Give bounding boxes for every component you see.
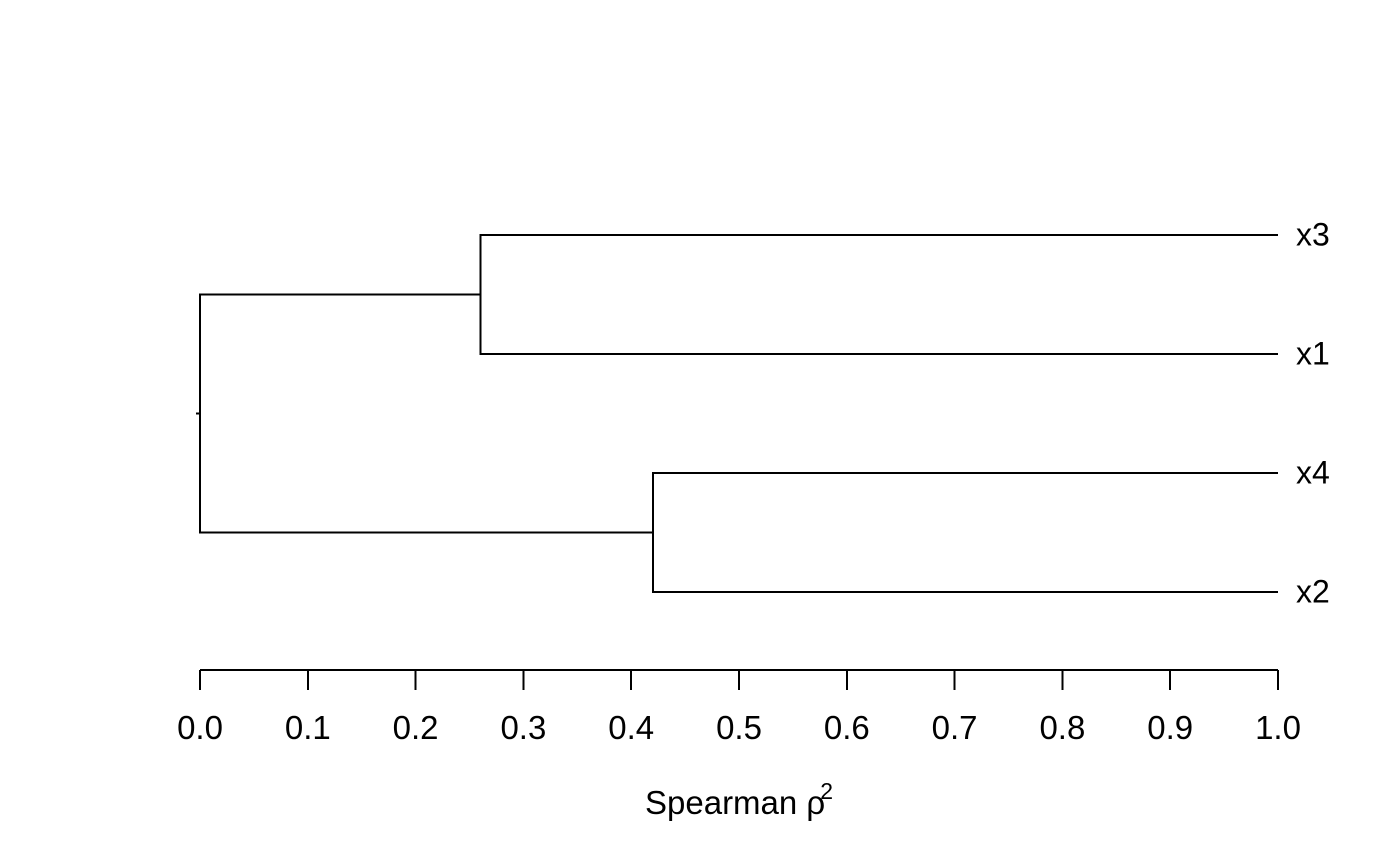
leaf-label-x2: x2 (1296, 573, 1330, 610)
x-axis-tick-label-0.4: 0.4 (608, 709, 655, 746)
x-axis-tick-label-1.0: 1.0 (1255, 709, 1301, 746)
x-axis-title: Spearman ρ2 (645, 778, 833, 821)
x-axis-tick-label-0.0: 0.0 (177, 709, 223, 746)
leaf-label-x3: x3 (1296, 216, 1330, 253)
leaf-label-x4: x4 (1296, 454, 1330, 491)
x-axis-tick-label-0.6: 0.6 (823, 709, 870, 746)
x-axis-tick-label-0.1: 0.1 (284, 709, 331, 746)
x-axis-tick-label-0.7: 0.7 (931, 709, 978, 746)
leaf-label-x1: x1 (1296, 335, 1330, 372)
x-axis-tick-label-0.9: 0.9 (1147, 709, 1194, 746)
x-axis-tick-label-0.8: 0.8 (1039, 709, 1086, 746)
x-axis-title-superscript: 2 (820, 778, 833, 804)
x-axis-title-text: Spearman ρ (645, 784, 826, 821)
x-axis-tick-label-0.3: 0.3 (500, 709, 547, 746)
x-axis-tick-label-0.5: 0.5 (716, 709, 762, 746)
x-axis-tick-label-0.2: 0.2 (392, 709, 439, 746)
